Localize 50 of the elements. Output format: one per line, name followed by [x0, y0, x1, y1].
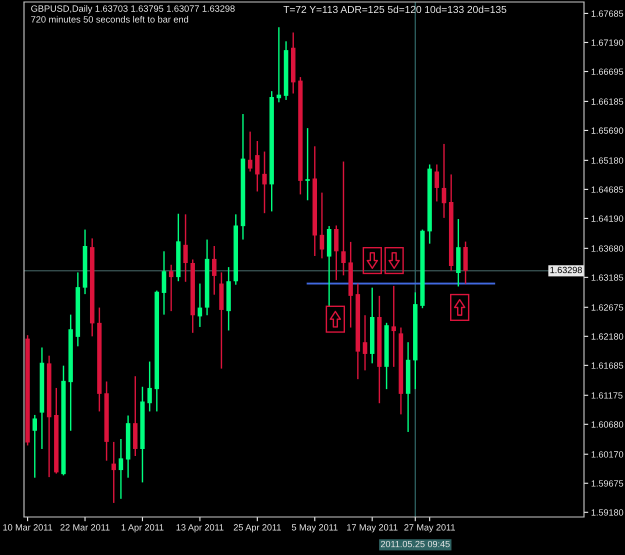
x-tick-label: 10 Mar 2011	[3, 524, 52, 531]
y-tick-label: 1.63680	[592, 245, 624, 252]
candlestick	[320, 192, 324, 260]
candlestick	[434, 164, 440, 202]
y-tick-label: 1.64685	[592, 186, 624, 193]
candlestick	[463, 240, 468, 284]
candlestick	[255, 140, 260, 192]
ref-line-label: 1.63298	[550, 266, 582, 274]
y-tick-label: 1.60170	[592, 451, 624, 458]
text: 720 minutes 50 seconds left to bar end	[31, 16, 188, 23]
x-tick-label: 25 Apr 2011	[234, 524, 281, 532]
y-tick-label: 1.66185	[592, 98, 624, 105]
y-tick-label: 1.62180	[592, 333, 624, 340]
candlestick	[168, 264, 174, 312]
x-tick-label: 17 May 2011	[347, 524, 398, 532]
y-tick-label: 1.59180	[592, 509, 624, 516]
y-tick-label: 1.65690	[592, 127, 624, 134]
annotation: T=72 Y=113 ADR=125 5d=120 10d=133 20d=135	[284, 6, 506, 14]
x-tick-label: 13 Apr 2011	[176, 524, 224, 532]
candlestick	[212, 245, 216, 296]
y-tick-label: 1.61685	[592, 362, 624, 369]
candlestick	[162, 250, 166, 316]
y-tick-label: 1.67190	[592, 39, 624, 46]
candlestick	[334, 224, 339, 281]
candlestick	[118, 438, 124, 500]
y-tick-label: 1.63185	[592, 274, 624, 281]
candlestick	[392, 285, 396, 368]
candlestick	[198, 282, 202, 328]
candlestick	[147, 360, 152, 412]
candlestick	[305, 127, 310, 201]
candlestick	[362, 314, 368, 372]
y-tick-label: 1.62675	[592, 304, 624, 311]
candlestick	[183, 214, 188, 282]
y-tick-label: 1.65180	[592, 157, 624, 164]
x-tick-label: 2011.05.25 09:45	[380, 540, 450, 548]
y-tick-label: 1.61175	[592, 392, 623, 399]
x-tick-label: 22 Mar 2011	[60, 524, 110, 531]
candlestick	[248, 130, 252, 172]
chart-title: GBPUSD,Daily 1.63703 1.63795 1.63077 1.63298	[31, 5, 235, 14]
x-tick-label: 1 Apr 2011	[122, 524, 164, 532]
y-tick-label: 1.67685	[592, 10, 624, 17]
y-tick-label: 1.66695	[592, 68, 624, 75]
y-tick-label: 1.64190	[592, 215, 624, 222]
x-tick-label: 27 May 2011	[404, 524, 455, 532]
candlestick	[276, 26, 282, 103]
candlestick	[112, 441, 116, 504]
candlestick	[32, 414, 37, 478]
y-tick-label: 1.60680	[592, 421, 624, 428]
y-tick-label: 1.59675	[592, 480, 624, 487]
x-tick-label: 5 May 2011	[292, 524, 338, 532]
